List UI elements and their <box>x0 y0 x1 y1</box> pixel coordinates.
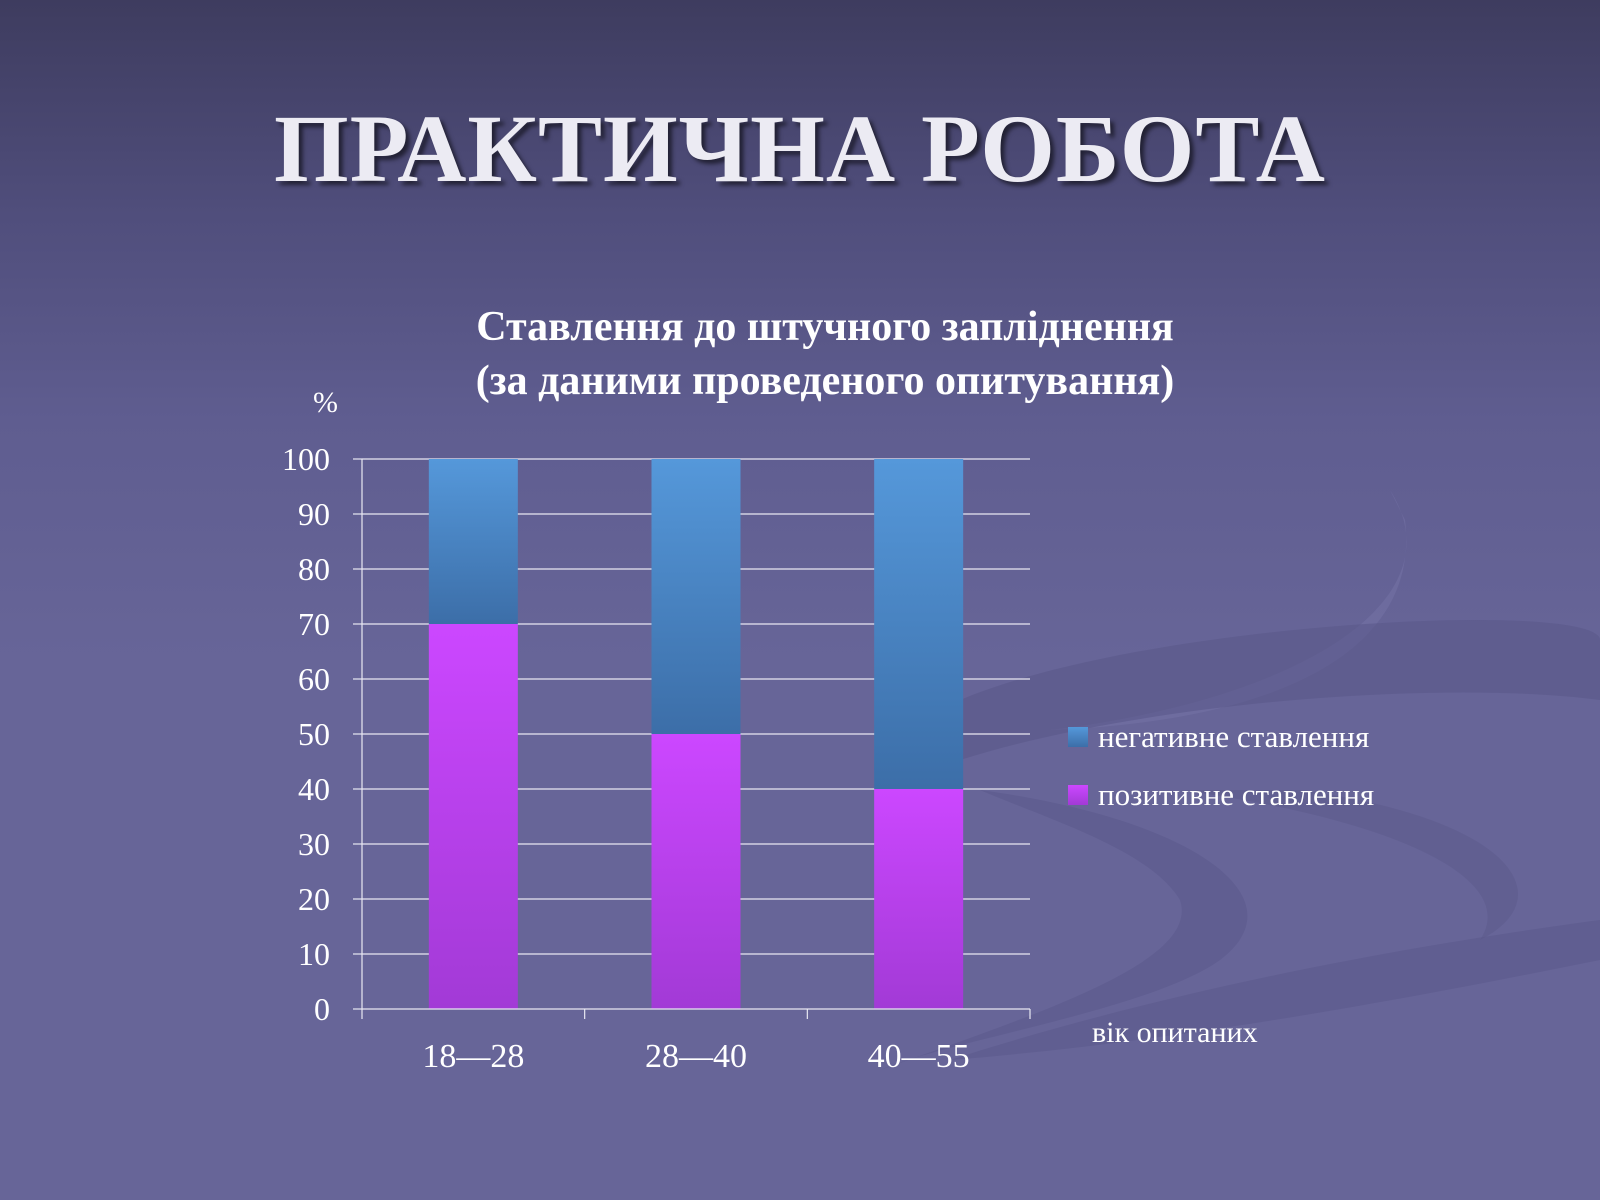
chart-title-block: Ставлення до штучного запліднення (за да… <box>250 300 1400 408</box>
slide-title: ПРАКТИЧНА РОБОТА <box>274 95 1326 202</box>
bar-segment-positive <box>874 789 964 1009</box>
y-tick-label: 80 <box>298 551 330 587</box>
y-tick-label: 0 <box>314 991 330 1027</box>
y-tick-label: 40 <box>298 771 330 807</box>
x-tick-label: 28—40 <box>645 1038 747 1075</box>
legend-swatch-positive <box>1068 785 1088 805</box>
x-tick-label: 40—55 <box>868 1038 970 1075</box>
chart-title: Ставлення до штучного запліднення <box>476 304 1174 350</box>
chart-subtitle: (за даними проведеного опитування) <box>475 358 1175 404</box>
legend-item-negative: негативне ставлення <box>1068 708 1374 766</box>
bar-segment-positive <box>428 624 518 1009</box>
y-tick-label: 50 <box>298 716 330 752</box>
bar-segment-negative <box>651 459 741 734</box>
y-axis-title: % <box>313 386 338 419</box>
legend-label-positive: позитивне ставлення <box>1098 777 1375 812</box>
x-axis-title: вік опитаних <box>1092 1016 1258 1049</box>
y-tick-label: 100 <box>282 441 330 477</box>
y-tick-label: 90 <box>298 496 330 532</box>
y-tick-label: 20 <box>298 881 330 917</box>
legend-swatch-negative <box>1068 727 1088 747</box>
y-tick-label: 10 <box>298 936 330 972</box>
x-tick-label: 18—28 <box>422 1038 524 1075</box>
bar-segment-positive <box>651 734 741 1009</box>
y-tick-label: 60 <box>298 661 330 697</box>
bar-segment-negative <box>874 459 964 789</box>
chart-legend: негативне ставлення позитивне ставлення <box>1068 708 1374 824</box>
y-tick-label: 30 <box>298 826 330 862</box>
legend-item-positive: позитивне ставлення <box>1068 766 1374 824</box>
legend-label-negative: негативне ставлення <box>1098 719 1370 754</box>
y-tick-label: 70 <box>298 606 330 642</box>
bar-segment-negative <box>428 459 518 624</box>
